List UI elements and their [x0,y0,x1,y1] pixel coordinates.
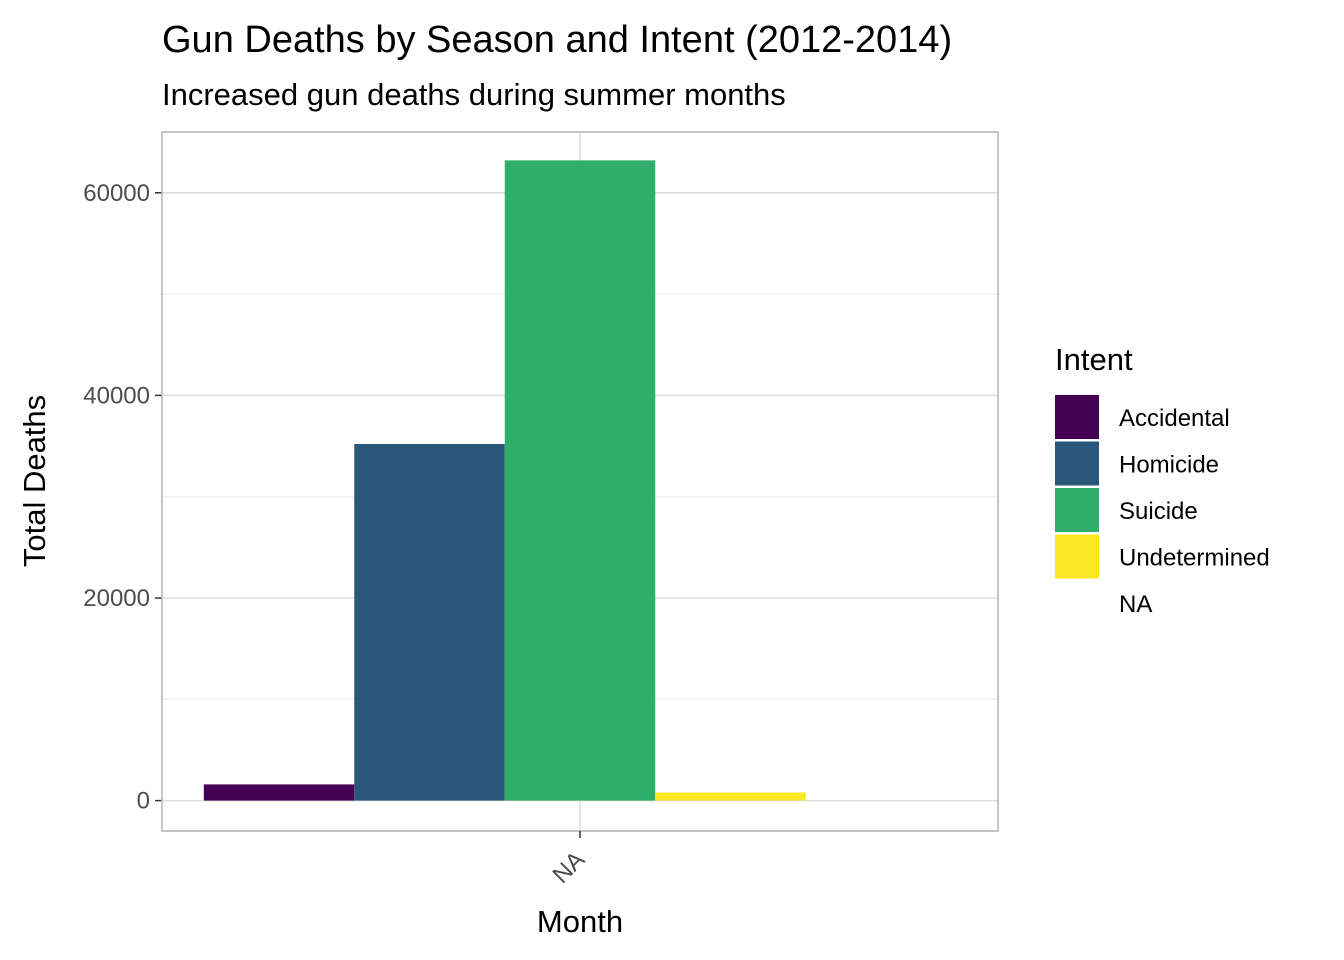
bar-suicide [504,160,656,801]
chart-title: Gun Deaths by Season and Intent (2012-20… [162,19,952,61]
legend-label: Accidental [1119,405,1230,432]
legend-label: NA [1119,591,1152,618]
legend-key-undetermined [1055,534,1099,579]
legend-label: Undetermined [1119,545,1270,572]
y-axis-title: Total Deaths [17,395,52,567]
legend-key-homicide [1055,441,1099,486]
legend: Intent Accidental Homicide Suicide Undeterm… [1055,342,1270,625]
legend-key-na [1055,581,1099,625]
legend-label: Homicide [1119,452,1219,479]
x-tick-label: NA [548,846,591,889]
bar-homicide [354,444,505,801]
plot-panel: 0 20000 40000 60000 NA [83,131,999,889]
y-tick-label: 40000 [83,382,150,409]
legend-key-suicide [1055,488,1099,532]
bar-accidental [203,784,355,801]
y-tick-label: 60000 [83,180,150,207]
chart-subtitle: Increased gun deaths during summer month… [162,77,786,112]
legend-key-accidental [1055,395,1099,439]
bar-undetermined [655,792,806,801]
legend-title: Intent [1055,342,1133,377]
y-tick-label: 20000 [83,585,150,612]
y-tick-label: 0 [137,788,150,815]
x-axis-title: Month [537,904,623,939]
legend-label: Suicide [1119,498,1198,525]
